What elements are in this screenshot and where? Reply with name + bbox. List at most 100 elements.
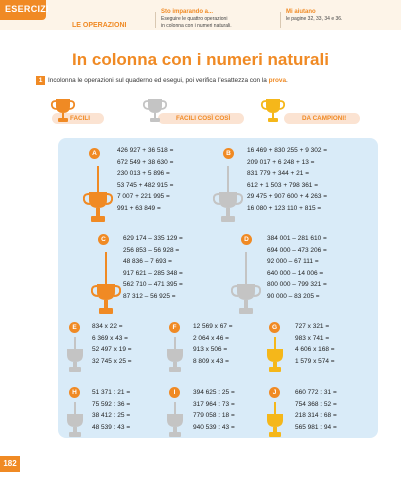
operation-item: 940 539 : 43 = [193, 423, 235, 431]
operation-item: 1 579 x 574 = [295, 357, 335, 365]
operation-item: 640 000 – 14 006 = [267, 269, 324, 277]
operation-item: 256 853 – 56 928 = [123, 246, 180, 254]
page-title: In colonna con i numeri naturali [72, 50, 329, 69]
instruction-text: Incolonna le operazioni sul quaderno ed … [48, 77, 269, 84]
operation-item: 317 964 : 73 = [193, 400, 235, 408]
operation-item: 16 080 + 123 110 + 815 = [247, 204, 322, 212]
exercise-f-list: 12 569 x 67 = 2 064 x 46 = 913 x 506 = 8… [193, 321, 233, 367]
help-heading: Mi aiutano [286, 9, 316, 15]
help-box: Mi aiutano le pagine 32, 33, 34 e 36. [286, 9, 342, 23]
operation-item: 6 369 x 43 = [92, 334, 128, 342]
exercise-badge-e: E [69, 322, 80, 333]
trophy-silver-icon [67, 337, 83, 372]
exercise-badge-g: G [269, 322, 280, 333]
operation-item: 92 000 – 67 111 = [267, 258, 319, 266]
operation-item: 75 592 : 36 = [92, 400, 131, 408]
exercise-e-list: 834 x 22 = 6 369 x 43 = 52 497 x 19 = 32… [92, 321, 132, 367]
trophy-silver-icon [213, 166, 243, 222]
level-label-medium: FACILI COSÌ COSÌ [158, 113, 244, 124]
operation-item: 779 058 : 18 = [193, 412, 235, 420]
trophy-silver-icon [167, 402, 183, 437]
objective-line2: in colonna con i numeri naturali. [161, 23, 232, 29]
operation-item: 4 606 x 168 = [295, 346, 335, 354]
operation-item: 754 368 : 52 = [295, 400, 337, 408]
operation-item: 52 497 x 19 = [92, 346, 132, 354]
exercise-badge-j: J [269, 387, 280, 398]
exercise-i-list: 394 625 : 25 = 317 964 : 73 = 779 058 : … [193, 387, 235, 433]
operation-item: 218 314 : 68 = [295, 412, 337, 420]
operation-item: 29 475 + 907 600 + 4 263 = [247, 193, 328, 201]
instruction-highlight: prova [268, 77, 287, 84]
operation-item: 660 772 : 31 = [295, 389, 337, 396]
header-strip: ESERCIZI LE OPERAZIONI Sto imparando a..… [0, 0, 401, 30]
operation-item: 48 836 – 7 693 = [123, 258, 172, 266]
exercise-badge-b: B [223, 148, 234, 159]
trophy-gold-icon [267, 402, 283, 437]
trophy-silver-icon [67, 402, 83, 437]
exercise-badge-h: H [69, 387, 80, 398]
operation-item: 672 549 + 38 630 = [117, 158, 174, 166]
operation-item: 800 000 – 799 321 = [267, 281, 327, 289]
exercise-badge-a: A [89, 148, 100, 159]
level-label-hard: DA CAMPIONI! [284, 113, 360, 124]
operation-item: 727 x 321 = [295, 323, 330, 330]
objective-line1: Eseguire le quattro operazioni [161, 16, 228, 22]
operation-item: 834 x 22 = [92, 323, 123, 330]
operation-item: 90 000 – 83 205 = [267, 292, 320, 300]
operation-item: 913 x 506 = [193, 346, 228, 354]
operation-item: 38 412 : 25 = [92, 412, 131, 420]
exercise-g-list: 727 x 321 = 983 x 741 = 4 606 x 168 = 1 … [295, 321, 335, 367]
operation-item: 562 710 – 471 395 = [123, 281, 183, 289]
exercise-badge-c: C [98, 234, 109, 245]
operation-item: 53 745 + 482 915 = [117, 181, 174, 189]
trophy-orange-icon [50, 99, 76, 122]
trophy-gold-icon [267, 337, 283, 372]
section-label: LE OPERAZIONI [72, 22, 127, 29]
operation-item: 209 017 + 6 248 + 13 = [247, 158, 315, 166]
instruction-end: . [286, 77, 288, 84]
operation-item: 12 569 x 67 = [193, 323, 233, 330]
operation-item: 831 779 + 344 + 21 = [247, 170, 309, 178]
operation-item: 230 013 + 5 896 = [117, 170, 170, 178]
operation-item: 2 064 x 46 = [193, 334, 229, 342]
trophy-orange-icon [91, 252, 121, 314]
operation-item: 51 371 : 21 = [92, 389, 131, 396]
operation-item: 612 + 1 503 + 798 361 = [247, 181, 319, 189]
operation-item: 32 745 x 25 = [92, 357, 132, 365]
operation-item: 394 625 : 25 = [193, 389, 235, 396]
exercise-badge-i: I [169, 387, 180, 398]
operation-item: 384 001 – 281 610 = [267, 235, 327, 242]
divider [155, 12, 156, 28]
exercise-c-list: 629 174 – 335 129 = 256 853 – 56 928 = 4… [123, 233, 183, 303]
operation-item: 629 174 – 335 129 = [123, 235, 183, 242]
trophy-silver-icon [167, 337, 183, 372]
operation-item: 87 312 – 56 925 = [123, 292, 176, 300]
trophy-orange-icon [83, 166, 113, 222]
exercise-b-list: 16 469 + 830 255 + 9 302 = 209 017 + 6 2… [247, 145, 327, 215]
trophy-silver-icon [142, 99, 168, 122]
operation-item: 565 981 : 94 = [295, 423, 337, 431]
exercise-j-list: 660 772 : 31 = 754 368 : 52 = 218 314 : … [295, 387, 337, 433]
esercizi-tab: ESERCIZI [0, 0, 49, 20]
trophy-gold-icon [260, 99, 286, 122]
operation-item: 8 809 x 43 = [193, 357, 229, 365]
help-text: le pagine 32, 33, 34 e 36. [286, 16, 343, 22]
exercise-a-list: 426 927 + 36 518 = 672 549 + 38 630 = 23… [117, 145, 173, 215]
objective-heading: Sto imparando a... [161, 9, 214, 15]
instruction-number: 1 [36, 76, 45, 85]
operation-item: 983 x 741 = [295, 334, 330, 342]
trophy-silver-icon [231, 252, 261, 314]
operation-item: 16 469 + 830 255 + 9 302 = [247, 147, 328, 154]
divider [280, 12, 281, 28]
exercise-h-list: 51 371 : 21 = 75 592 : 36 = 38 412 : 25 … [92, 387, 130, 433]
page-number: 182 [0, 456, 20, 472]
tab-label: ESERCIZI [5, 4, 49, 14]
exercise-badge-f: F [169, 322, 180, 333]
operation-item: 7 007 + 221 995 = [117, 193, 170, 201]
level-label-easy: FACILI [52, 113, 104, 124]
operation-item: 426 927 + 36 518 = [117, 147, 174, 154]
operation-item: 917 621 – 285 348 = [123, 269, 183, 277]
exercise-badge-d: D [241, 234, 252, 245]
operation-item: 48 539 : 43 = [92, 423, 131, 431]
operation-item: 694 000 – 473 206 = [267, 246, 327, 254]
